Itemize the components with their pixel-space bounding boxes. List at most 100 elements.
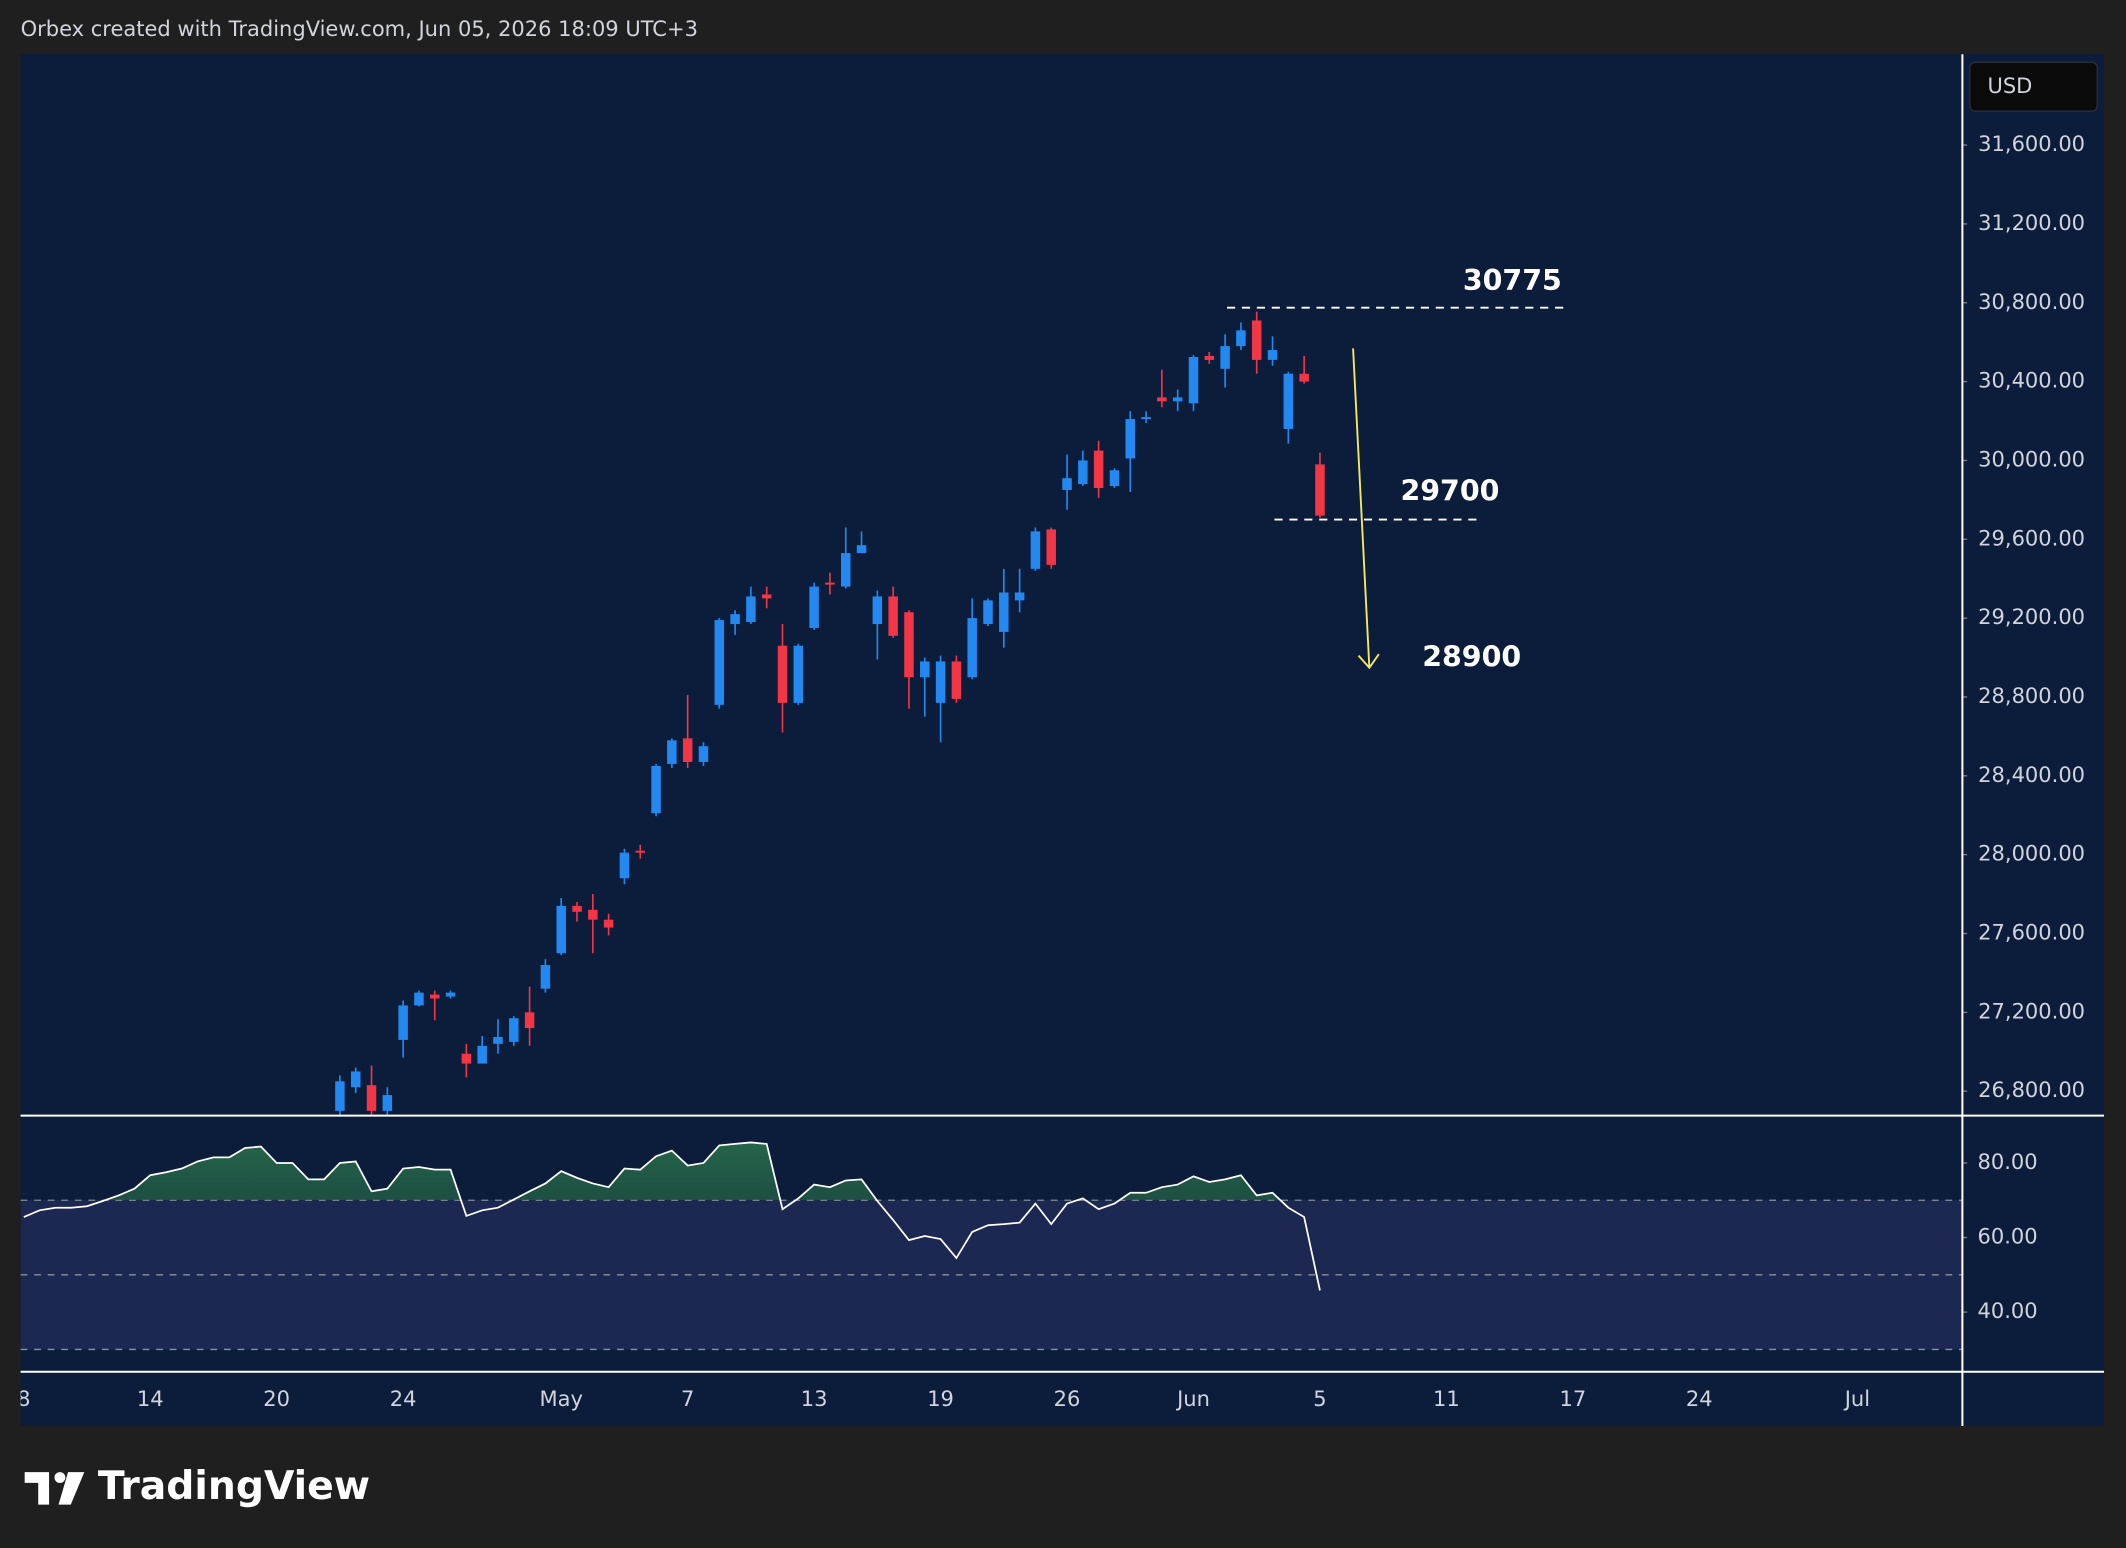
- candle-body: [983, 600, 993, 625]
- candle-body: [1157, 397, 1167, 402]
- candle-body: [430, 994, 440, 999]
- candle-body: [856, 545, 867, 554]
- candle-body: [1109, 470, 1120, 487]
- x-tick-label: 20: [263, 1386, 290, 1411]
- x-tick-label: Jul: [1843, 1386, 1870, 1411]
- x-tick-label: 11: [1433, 1386, 1460, 1411]
- candle-body: [682, 738, 693, 762]
- candle-body: [999, 592, 1009, 632]
- candle-body: [493, 1036, 503, 1044]
- candle-body: [603, 919, 614, 928]
- axes: 31,600.00 31,200.00 30,800.00 30,400.00 30,0…: [17, 131, 2085, 1411]
- candle-body: [825, 582, 835, 585]
- candle-body: [445, 992, 456, 997]
- y-tick-label: 29,200.00: [1978, 604, 2085, 629]
- candle-body: [414, 992, 424, 1006]
- candle-body: [904, 612, 914, 678]
- candle-body: [461, 1053, 472, 1064]
- y-tick-label: 31,200.00: [1978, 210, 2085, 235]
- brand: TradingView: [98, 1464, 370, 1509]
- candle-body: [1014, 592, 1025, 601]
- y-tick-label: 28,000.00: [1978, 841, 2085, 866]
- candle-body: [1062, 478, 1072, 491]
- x-tick-label: 24: [390, 1386, 417, 1411]
- y-tick-label: 80.00: [1977, 1149, 2037, 1174]
- candle-body: [1093, 450, 1104, 489]
- candle-body: [1315, 464, 1325, 516]
- currency: USD: [1987, 73, 2032, 98]
- x-tick-label: Jun: [1175, 1386, 1210, 1411]
- candle-body: [366, 1085, 377, 1111]
- y-tick-label: 27,600.00: [1978, 919, 2085, 944]
- y-tick-label: 28,400.00: [1978, 762, 2085, 787]
- header: Orbex created with TradingView.com, Jun …: [21, 16, 698, 41]
- candle-body: [635, 850, 645, 853]
- target-label: 28900: [1422, 640, 1521, 673]
- x-tick-label: May: [539, 1386, 582, 1411]
- candle-body: [761, 594, 772, 599]
- candle-body: [477, 1045, 487, 1064]
- level-label: 30775: [1463, 264, 1562, 297]
- price-pane: [335, 311, 1325, 1116]
- x-tick-label: 26: [1054, 1386, 1081, 1411]
- currency-badge[interactable]: [1969, 61, 2098, 112]
- x-tick-label: 19: [927, 1386, 954, 1411]
- candle-body: [1283, 373, 1294, 429]
- x-tick-label: 14: [137, 1386, 164, 1411]
- rsi-line: [23, 1141, 1321, 1291]
- candle-body: [809, 586, 819, 628]
- candle-body: [935, 661, 946, 703]
- x-tick-label: 13: [801, 1386, 828, 1411]
- y-tick-label: 31,600.00: [1978, 131, 2085, 156]
- y-tick-label: 29,600.00: [1978, 525, 2085, 550]
- candle-body: [667, 740, 677, 764]
- target-arrowhead: [1357, 653, 1380, 670]
- candle-body: [1125, 419, 1136, 459]
- brand-logo: [24, 1472, 85, 1505]
- y-tick-label: 30,400.00: [1978, 368, 2085, 393]
- x-tick-label: 17: [1559, 1386, 1586, 1411]
- candle-body: [651, 765, 661, 814]
- candle-body: [619, 852, 630, 879]
- candle-body: [777, 645, 788, 703]
- y-tick-label: 60.00: [1977, 1224, 2037, 1249]
- candle-body: [920, 661, 930, 678]
- candle-body: [698, 746, 709, 762]
- candle-body: [872, 596, 883, 625]
- candle-body: [793, 645, 804, 703]
- candle-body: [524, 1012, 535, 1029]
- candle-body: [746, 596, 756, 623]
- y-tick-label: 30,000.00: [1978, 446, 2085, 471]
- candle-body: [1220, 346, 1230, 369]
- y-tick-label: 26,800.00: [1978, 1077, 2085, 1102]
- candle-body: [335, 1081, 345, 1111]
- y-tick-label: 30,800.00: [1978, 289, 2085, 314]
- candle-body: [1251, 320, 1262, 360]
- candle-body: [951, 661, 962, 699]
- candle-body: [588, 909, 598, 920]
- candle-body: [1172, 397, 1183, 402]
- candle-body: [714, 620, 725, 705]
- candle-body: [840, 553, 851, 587]
- candle-body: [1204, 355, 1215, 360]
- candle-body: [1046, 529, 1056, 565]
- candle-body: [382, 1095, 393, 1111]
- candle-body: [1299, 373, 1309, 382]
- candle-body: [1078, 460, 1088, 485]
- candle-body: [1267, 350, 1278, 360]
- overbought-fill: [104, 1142, 1281, 1201]
- candle-body: [509, 1018, 519, 1042]
- x-tick-label: 8: [17, 1386, 30, 1411]
- y-tick-label: 27,200.00: [1978, 998, 2085, 1023]
- x-tick-label: 24: [1686, 1386, 1713, 1411]
- candle-body: [1236, 330, 1246, 347]
- candle-body: [730, 614, 740, 625]
- candle-body: [1188, 356, 1199, 404]
- candle-body: [398, 1005, 408, 1040]
- candle-body: [540, 965, 551, 989]
- candle-body: [888, 596, 898, 636]
- candle-body: [556, 905, 566, 954]
- level-label: 29700: [1400, 474, 1499, 507]
- rsi-pane: [20, 1141, 1962, 1351]
